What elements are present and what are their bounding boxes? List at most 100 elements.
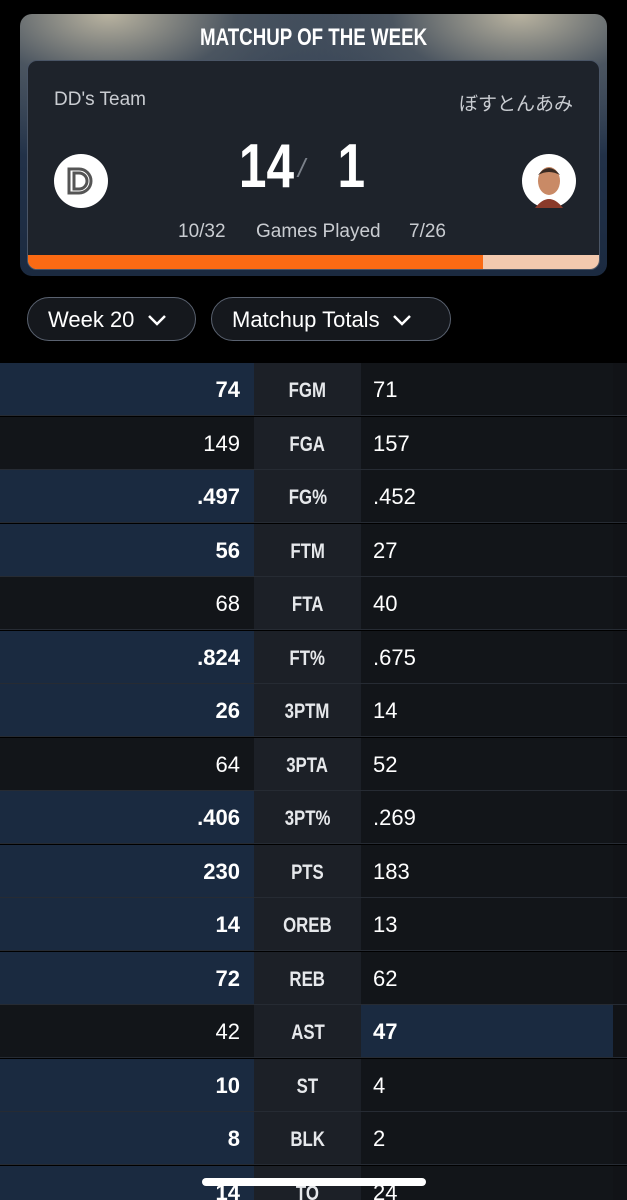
stat-label: FGA [289,432,326,456]
chevron [147,315,166,326]
stat-row: 72 REB 62 [0,951,627,1005]
stat-cell: FT% [254,630,361,684]
week-text: Week 20 [48,307,135,332]
away-name: ぼすとんあみ [458,94,573,115]
stat-cell: OREB [254,898,361,951]
away-value: .675 [361,630,613,684]
stat-cell: FGM [254,363,361,416]
stat-cell: FG% [254,470,361,523]
stat-label: BLK [290,1128,325,1151]
stat-label: 3PTM [285,700,330,723]
row-edge [613,1112,627,1165]
stat-label: ST [296,1074,319,1098]
stat-label: FTA [291,593,324,616]
home-value: 72 [0,951,254,1005]
stat-label: FG% [288,486,327,509]
away-value: 27 [361,523,613,577]
row-edge [613,416,627,470]
stats-table: 74 FGM 71 149 FGA 157 .497 FG% .452 56 FTM 27 68 FTA 4… [0,363,627,1200]
home-value: 42 [0,1005,254,1058]
stat-cell: AST [254,1005,361,1058]
away-value: 2 [361,1112,613,1165]
stat-row: .824 FT% .675 [0,630,627,684]
away-value: 71 [361,363,613,416]
home-value: 56 [0,523,254,577]
score-separator: / [298,153,306,183]
progress-fill [28,255,483,269]
away-value: 62 [361,951,613,1005]
row-edge [613,684,627,737]
stat-cell: REB [254,951,361,1005]
away-value: 40 [361,577,613,630]
stat-cell: FGA [254,416,361,470]
stat-label: 3PTA [286,753,329,777]
away-score: 1 [334,131,368,202]
row-edge [613,1005,627,1058]
stat-row: 8 BLK 2 [0,1112,627,1165]
stat-row: .497 FG% .452 [0,470,627,523]
home-name: DD's Team [54,89,146,110]
row-edge [613,1165,627,1200]
away-value: 52 [361,737,613,791]
stat-row: .406 3PT% .269 [0,791,627,844]
stat-row: 14 OREB 13 [0,898,627,951]
row-edge [613,791,627,844]
week-dropdown[interactable]: Week 20 [27,297,196,341]
row-edge [613,470,627,523]
away-games: 7/26 [409,221,446,242]
away-value: 157 [361,416,613,470]
stat-row: 149 FGA 157 [0,416,627,470]
home-value: 149 [0,416,254,470]
row-edge [613,363,627,416]
title: MATCHUP OF THE WEEK [20,24,607,52]
stat-cell: 3PTA [254,737,361,791]
row-edge [613,737,627,791]
stat-label: OREB [283,914,332,937]
stat-row: 74 FGM 71 [0,363,627,416]
row-edge [613,1058,627,1112]
stat-cell: BLK [254,1112,361,1165]
home-logo [54,154,108,208]
row-edge [613,577,627,630]
stat-cell: PTS [254,844,361,898]
matchup-hero: MATCHUP OF THE WEEK DD's Team ぼすとんあみ 14 … [20,14,607,276]
totals-dropdown[interactable]: Matchup Totals [211,297,451,341]
stat-label: PTS [291,860,324,884]
stat-row: 68 FTA 40 [0,577,627,630]
home-value: 14 [0,898,254,951]
home-indicator [202,1178,426,1186]
chevron [392,315,411,326]
away-value: .452 [361,470,613,523]
home-value: 74 [0,363,254,416]
stat-row: 56 FTM 27 [0,523,627,577]
stat-label: TO [295,1181,320,1200]
home-value: 230 [0,844,254,898]
home-value: 8 [0,1112,254,1165]
row-edge [613,844,627,898]
row-edge [613,523,627,577]
stat-row: 10 ST 4 [0,1058,627,1112]
stat-label: FT% [289,646,326,670]
stat-row: 26 3PTM 14 [0,684,627,737]
home-score-text: 14 [238,132,295,201]
stat-cell: FTM [254,523,361,577]
row-edge [613,951,627,1005]
away-avatar[interactable] [521,153,577,209]
row-edge [613,898,627,951]
stat-label: FGM [288,379,327,402]
stat-row: 64 3PTA 52 [0,737,627,791]
stat-row: 230 PTS 183 [0,844,627,898]
home-score: 14 [232,131,301,202]
away-value: 47 [361,1005,613,1058]
away-value: 13 [361,898,613,951]
stat-label: REB [289,967,326,991]
home-value: 64 [0,737,254,791]
matchup-card[interactable]: DD's Team ぼすとんあみ 14 / 1 10/32 Games Play… [27,60,600,270]
stat-cell: 3PT% [254,791,361,844]
title-text: MATCHUP OF THE WEEK [199,24,428,51]
home-value: 26 [0,684,254,737]
away-value: 4 [361,1058,613,1112]
home-value: 10 [0,1058,254,1112]
away-value: 14 [361,684,613,737]
